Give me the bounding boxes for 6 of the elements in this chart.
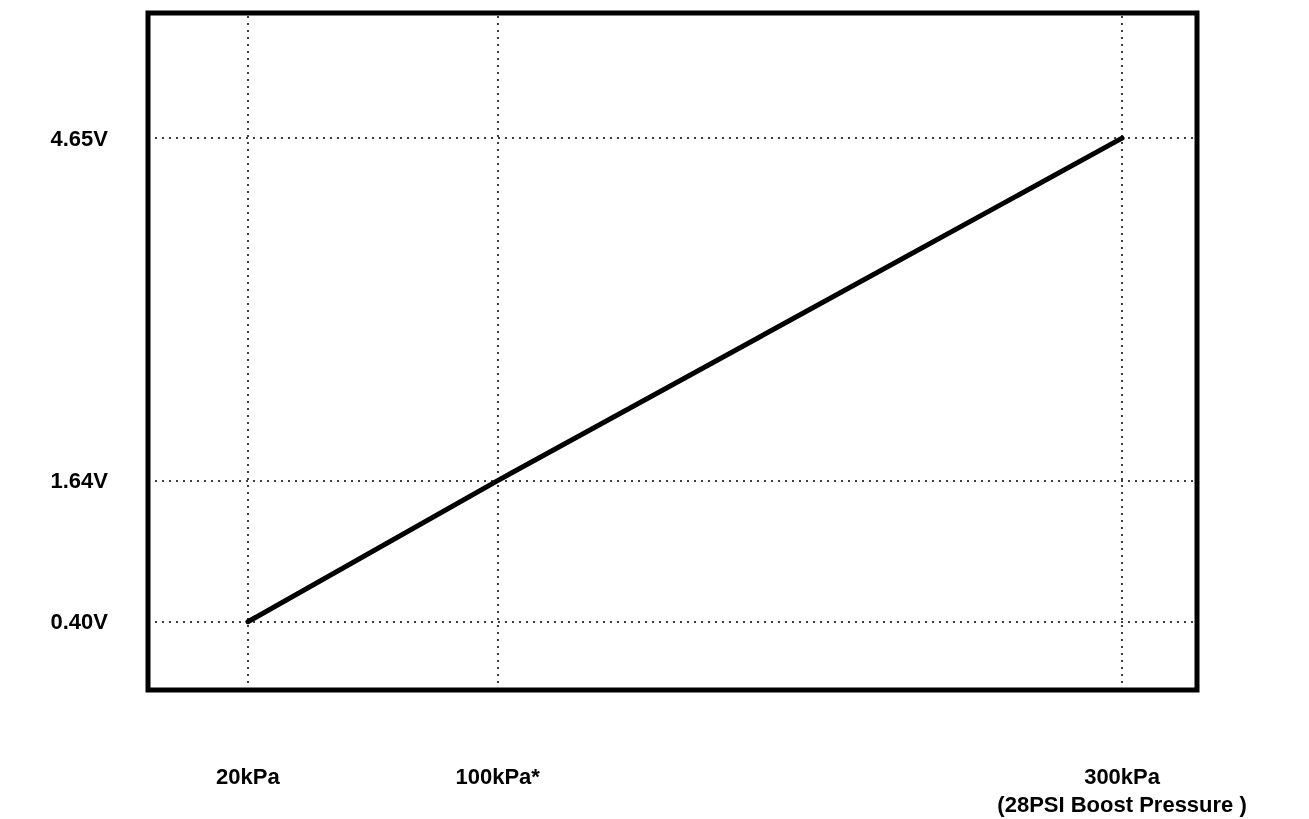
- y-tick-label: 4.65V: [50, 125, 109, 151]
- x-tick-label: 300kPa (28PSI Boost Pressure ): [997, 763, 1247, 817]
- x-tick-label: 20kPa: [216, 763, 281, 789]
- y-tick-label: 1.64V: [50, 468, 109, 494]
- x-tick-label: 100kPa*: [455, 763, 541, 789]
- y-tick-label: 0.40V: [50, 609, 109, 635]
